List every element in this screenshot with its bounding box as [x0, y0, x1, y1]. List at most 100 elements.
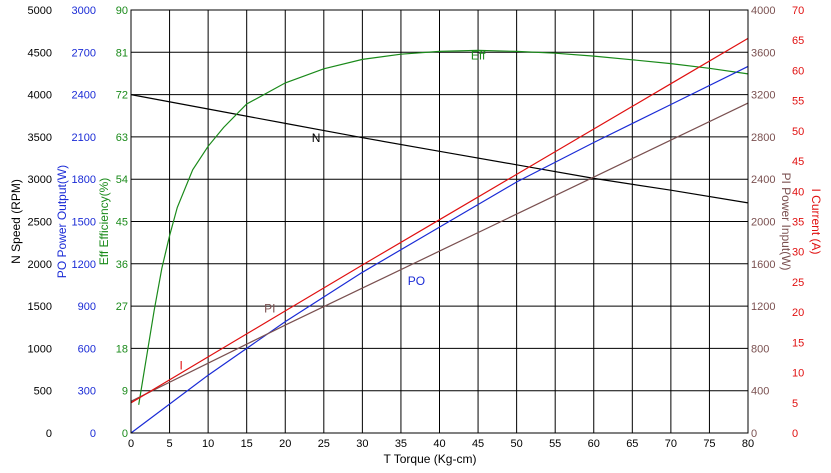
- tick-label-pi: 400: [751, 386, 769, 398]
- tick-label-po: 0: [90, 428, 96, 440]
- tick-label-n: 5000: [28, 5, 52, 17]
- series-label-po: PO: [408, 274, 425, 288]
- series-label-n: N: [312, 131, 321, 145]
- tick-label-i: 35: [792, 217, 804, 229]
- tick-label-n: 3500: [28, 132, 52, 144]
- tick-label-pi: 800: [751, 343, 769, 355]
- series-line-eff: [138, 49, 749, 405]
- tick-label-x: 55: [549, 438, 561, 450]
- tick-label-pi: 4000: [751, 5, 775, 17]
- tick-label-po: 300: [78, 386, 96, 398]
- tick-label-pi: 1600: [751, 259, 775, 271]
- tick-label-x: 50: [511, 438, 523, 450]
- series-label-i: I: [179, 359, 182, 373]
- tick-label-i: 15: [792, 337, 804, 349]
- axis-title-po: PO Power Output(W): [55, 165, 69, 278]
- tick-label-x: 65: [626, 438, 638, 450]
- tick-label-i: 10: [792, 368, 804, 380]
- tick-label-x: 75: [703, 438, 715, 450]
- tick-label-n: 4000: [28, 90, 52, 102]
- plot-border: [130, 9, 749, 434]
- axis-title-eff: Eff Efficiency(%): [97, 178, 111, 266]
- axis-title-n: N Speed (RPM): [9, 179, 23, 264]
- series-line-n: [130, 94, 749, 204]
- tick-label-x: 25: [318, 438, 330, 450]
- axis-titles: N Speed (RPM) PO Power Output(W) Eff Effic…: [9, 165, 823, 466]
- tick-label-i: 60: [792, 65, 804, 77]
- tick-label-x: 70: [665, 438, 677, 450]
- axis-title-x: T Torque (Kg-cm): [384, 452, 477, 466]
- tick-label-i: 30: [792, 247, 804, 259]
- tick-label-po: 900: [78, 301, 96, 313]
- tick-label-po: 1500: [72, 217, 96, 229]
- tick-label-po: 1800: [72, 174, 96, 186]
- tick-label-x: 45: [472, 438, 484, 450]
- tick-label-i: 0: [792, 428, 798, 440]
- tick-label-i: 5: [792, 398, 798, 410]
- tick-label-pi: 0: [751, 428, 757, 440]
- tick-label-eff: 72: [116, 90, 128, 102]
- tick-label-i: 25: [792, 277, 804, 289]
- tick-label-x: 0: [128, 438, 134, 450]
- x-tick-labels: 0 5 10 15 20 25 30 35 40 45 50 55 60 65 70 75 80: [128, 438, 754, 450]
- tick-label-x: 10: [202, 438, 214, 450]
- right-tick-labels: 0 400 800 1200 1600 2000 2400 2800 3200 3600 4000 0…: [751, 5, 804, 440]
- tick-label-i: 65: [792, 35, 804, 47]
- tick-label-n: 3000: [28, 174, 52, 186]
- tick-label-po: 2700: [72, 47, 96, 59]
- series-label-pi: PI: [264, 301, 275, 315]
- tick-label-i: 20: [792, 307, 804, 319]
- tick-label-i: 70: [792, 5, 804, 17]
- tick-label-eff: 27: [116, 301, 128, 313]
- tick-label-eff: 54: [116, 174, 128, 186]
- tick-label-pi: 2400: [751, 174, 775, 186]
- tick-label-po: 600: [78, 343, 96, 355]
- series-line-po: [130, 65, 749, 434]
- tick-label-x: 30: [356, 438, 368, 450]
- tick-label-x: 60: [588, 438, 600, 450]
- tick-label-n: 2500: [28, 217, 52, 229]
- tick-label-n: 500: [34, 386, 52, 398]
- tick-label-pi: 3200: [751, 90, 775, 102]
- tick-label-pi: 1200: [751, 301, 775, 313]
- tick-label-eff: 9: [122, 386, 128, 398]
- tick-label-x: 80: [742, 438, 754, 450]
- tick-label-n: 0: [46, 428, 52, 440]
- tick-label-eff: 90: [116, 5, 128, 17]
- tick-label-x: 5: [167, 438, 173, 450]
- series-curves: [130, 37, 749, 434]
- tick-label-eff: 36: [116, 259, 128, 271]
- axis-title-pi: PI Power Input(W): [779, 172, 793, 270]
- series-line-pi: [130, 102, 749, 402]
- series-label-eff: Eff: [471, 48, 486, 62]
- tick-label-eff: 81: [116, 47, 128, 59]
- tick-label-po: 1200: [72, 259, 96, 271]
- left-tick-labels: 0500100015002000250030003500400045005000…: [28, 5, 128, 440]
- tick-label-i: 50: [792, 126, 804, 138]
- tick-label-x: 35: [395, 438, 407, 450]
- tick-label-i: 40: [792, 186, 804, 198]
- tick-label-po: 2100: [72, 132, 96, 144]
- tick-label-eff: 63: [116, 132, 128, 144]
- tick-label-n: 4500: [28, 47, 52, 59]
- tick-label-n: 1500: [28, 301, 52, 313]
- tick-label-i: 55: [792, 96, 804, 108]
- tick-label-x: 40: [433, 438, 445, 450]
- tick-label-x: 20: [279, 438, 291, 450]
- tick-label-n: 2000: [28, 259, 52, 271]
- series-line-i: [130, 37, 749, 404]
- tick-label-pi: 3600: [751, 47, 775, 59]
- tick-label-pi: 2800: [751, 132, 775, 144]
- series-labels: N Eff PO PI I: [179, 48, 485, 372]
- tick-label-pi: 2000: [751, 217, 775, 229]
- tick-label-eff: 18: [116, 343, 128, 355]
- tick-label-eff: 0: [122, 428, 128, 440]
- tick-label-i: 45: [792, 156, 804, 168]
- tick-label-x: 15: [241, 438, 253, 450]
- tick-label-eff: 45: [116, 217, 128, 229]
- tick-label-po: 2400: [72, 90, 96, 102]
- tick-label-n: 1000: [28, 343, 52, 355]
- tick-label-po: 3000: [72, 5, 96, 17]
- axis-title-i: I Current (A): [809, 188, 823, 254]
